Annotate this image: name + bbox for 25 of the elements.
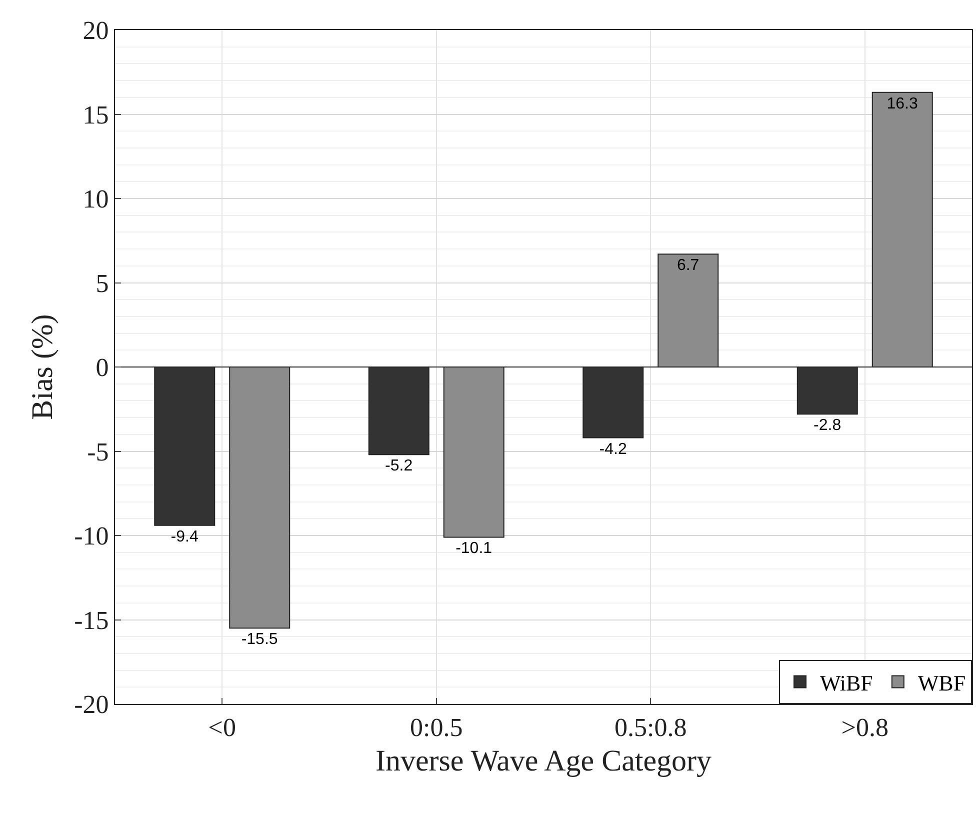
data-label: -15.5	[241, 631, 278, 648]
data-label: 16.3	[886, 95, 918, 112]
data-label: -9.4	[170, 528, 198, 546]
y-tick-label: -10	[74, 522, 109, 551]
y-tick-label: 20	[82, 16, 109, 46]
y-tick-label: 0	[96, 353, 109, 382]
x-tick-label: 0.5:0.8	[614, 713, 687, 742]
y-tick-label: 15	[82, 100, 109, 130]
x-tick-label: <0	[208, 713, 236, 742]
x-tick-label: >0.8	[841, 713, 888, 742]
data-label: -10.1	[456, 540, 492, 558]
data-label: 6.7	[676, 257, 700, 274]
data-label: -2.8	[814, 417, 842, 434]
x-axis-title: Inverse Wave Age Category	[375, 744, 712, 778]
y-tick-label: -5	[87, 437, 109, 466]
x-tick-label: 0:0.5	[410, 713, 463, 742]
legend-label: WiBF	[820, 670, 873, 696]
legend-label: WBF	[918, 670, 966, 696]
y-tick-label: -15	[74, 606, 109, 635]
data-label: -5.2	[385, 458, 413, 475]
data-label: -4.2	[599, 440, 627, 458]
y-tick-label: -20	[74, 690, 109, 720]
y-axis-title: Bias (%)	[26, 314, 60, 420]
y-tick-label: 5	[96, 268, 109, 298]
y-tick-label: 10	[82, 184, 109, 214]
